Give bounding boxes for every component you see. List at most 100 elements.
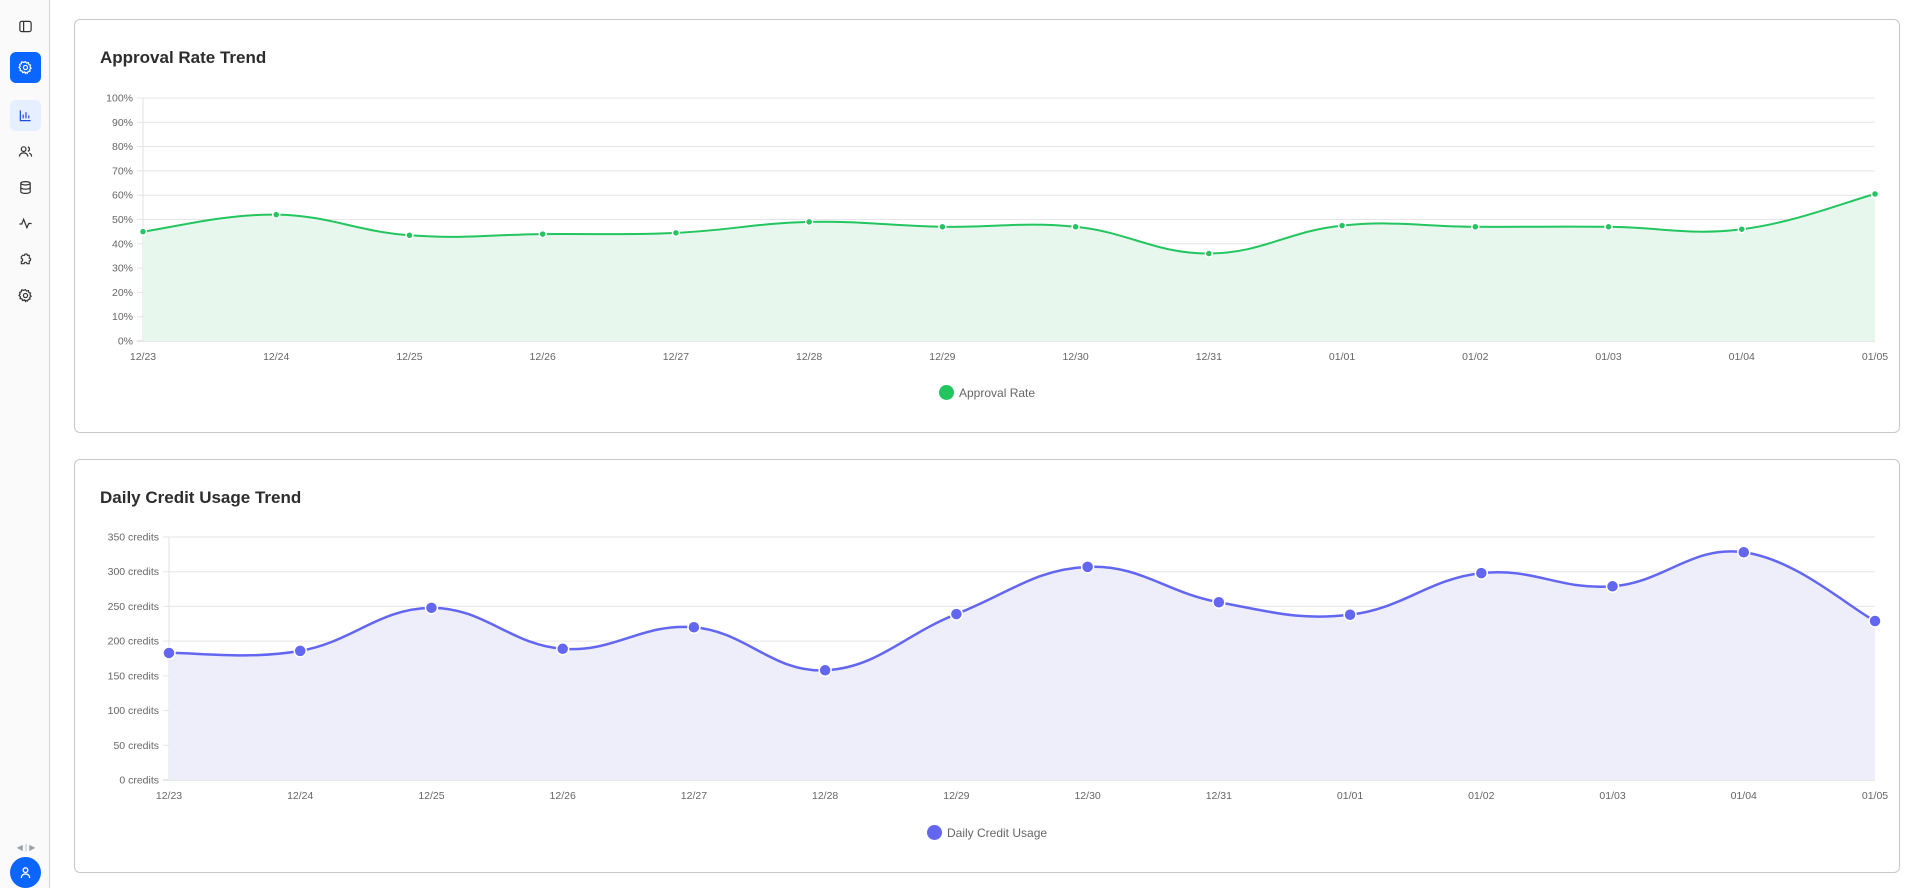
chart-legend[interactable]: Approval Rate <box>939 385 1035 400</box>
y-tick-label: 10% <box>112 311 133 323</box>
x-tick-label: 12/28 <box>812 790 838 802</box>
x-tick-label: 12/23 <box>130 351 156 363</box>
approval-rate-card: Approval Rate Trend 0% 10% 20% 30% 40% 50% 60%… <box>74 19 1900 433</box>
settings-primary-button[interactable] <box>10 52 41 83</box>
data-point[interactable] <box>424 601 439 615</box>
toggle-sidebar-button[interactable] <box>10 11 41 42</box>
gear-icon <box>18 60 32 75</box>
x-tick-label: 01/02 <box>1462 351 1488 363</box>
x-tick-label: 12/30 <box>1062 351 1088 363</box>
x-tick-label: 12/31 <box>1206 790 1232 802</box>
legend-marker <box>939 385 954 400</box>
activity-icon <box>19 217 32 230</box>
x-tick-label: 12/25 <box>418 790 444 802</box>
series-line <box>168 550 1876 672</box>
credit-usage-card: Daily Credit Usage Trend 0 credits 50 cre… <box>74 459 1900 873</box>
y-tick-label: 90% <box>112 117 133 129</box>
sidebar-item-settings[interactable] <box>10 280 41 311</box>
data-point[interactable] <box>804 217 814 227</box>
sidebar-item-users[interactable] <box>10 136 41 167</box>
area-fill <box>143 193 1875 341</box>
x-tick-label: 12/31 <box>1196 351 1222 363</box>
x-tick-label: 12/30 <box>1074 790 1100 802</box>
x-tick-label: 12/27 <box>663 351 689 363</box>
y-tick-label: 80% <box>112 141 133 153</box>
x-tick-label: 01/05 <box>1862 351 1888 363</box>
series-line <box>142 193 1876 255</box>
x-tick-label: 12/29 <box>929 351 955 363</box>
sidebar-item-analytics[interactable] <box>10 100 41 131</box>
data-point[interactable] <box>138 227 148 236</box>
data-point[interactable] <box>555 642 570 656</box>
user-icon <box>20 867 31 879</box>
area-fill <box>169 551 1875 780</box>
y-tick-label: 60% <box>112 190 133 202</box>
x-tick-label: 12/28 <box>796 351 822 363</box>
x-tick-label: 12/23 <box>156 790 182 802</box>
y-tick-label: 150 credits <box>108 670 159 682</box>
data-point[interactable] <box>1737 224 1747 234</box>
y-tick-label: 0% <box>118 336 133 348</box>
data-point[interactable] <box>1204 249 1214 258</box>
x-tick-label: 12/24 <box>263 351 289 363</box>
legend-marker <box>927 825 942 840</box>
data-point[interactable] <box>1471 222 1480 232</box>
data-point[interactable] <box>1604 222 1613 232</box>
sidebar-item-database[interactable] <box>10 172 41 203</box>
data-point[interactable] <box>1474 566 1489 580</box>
y-tick-label: 50 credits <box>113 740 159 752</box>
data-point[interactable] <box>1870 189 1880 199</box>
data-point[interactable] <box>162 646 176 660</box>
data-point[interactable] <box>1212 595 1226 610</box>
data-point[interactable] <box>1337 221 1347 230</box>
y-tick-label: 350 credits <box>108 532 159 544</box>
x-tick-label: 01/02 <box>1468 790 1494 802</box>
x-tick-label: 12/26 <box>550 790 576 802</box>
data-point[interactable] <box>271 210 281 219</box>
users-icon <box>18 146 33 157</box>
y-tick-label: 40% <box>112 238 133 250</box>
x-tick-label: 01/01 <box>1329 351 1355 363</box>
data-point[interactable] <box>1868 614 1882 628</box>
x-tick-label: 01/03 <box>1599 790 1625 802</box>
puzzle-icon <box>20 253 32 265</box>
data-point[interactable] <box>1343 608 1357 622</box>
data-point[interactable] <box>293 644 307 658</box>
sidebar-item-plugins[interactable] <box>10 244 41 275</box>
data-point[interactable] <box>818 663 832 678</box>
data-point[interactable] <box>938 222 947 232</box>
credit-usage-chart: 0 credits 50 credits 100 credits 150 credit… <box>108 532 1889 803</box>
x-tick-label: 12/27 <box>681 790 707 802</box>
x-tick-label: 12/29 <box>943 790 969 802</box>
y-tick-label: 0 credits <box>119 775 159 787</box>
x-tick-label: 01/04 <box>1731 790 1757 802</box>
y-tick-label: 250 credits <box>108 601 159 613</box>
database-icon <box>20 180 31 195</box>
y-tick-label: 200 credits <box>108 636 159 648</box>
x-tick-label: 01/05 <box>1862 790 1888 802</box>
data-point[interactable] <box>949 607 964 621</box>
sidebar: ◀ | ▶ <box>0 0 50 888</box>
y-tick-label: 300 credits <box>108 566 159 578</box>
y-tick-label: 30% <box>112 263 133 275</box>
x-tick-label: 12/24 <box>287 790 313 802</box>
data-point[interactable] <box>405 231 414 240</box>
y-tick-label: 50% <box>112 214 133 226</box>
data-point[interactable] <box>1737 545 1751 560</box>
data-point[interactable] <box>687 620 701 635</box>
legend-label: Approval Rate <box>959 385 1036 400</box>
data-point[interactable] <box>1080 560 1095 574</box>
y-tick-label: 70% <box>112 165 133 177</box>
data-point[interactable] <box>671 228 681 238</box>
x-tick-label: 12/26 <box>530 351 556 363</box>
y-tick-label: 100 credits <box>108 705 159 717</box>
data-point[interactable] <box>1071 222 1080 232</box>
data-point[interactable] <box>538 229 547 239</box>
avatar[interactable] <box>10 857 41 888</box>
y-tick-label: 100% <box>106 93 133 105</box>
data-point[interactable] <box>1605 579 1620 594</box>
x-tick-label: 01/04 <box>1729 351 1755 363</box>
chart-legend[interactable]: Daily Credit Usage <box>927 825 1047 840</box>
sidebar-resize-handle[interactable]: ◀ | ▶ <box>16 842 36 852</box>
sidebar-item-activity[interactable] <box>10 208 41 239</box>
